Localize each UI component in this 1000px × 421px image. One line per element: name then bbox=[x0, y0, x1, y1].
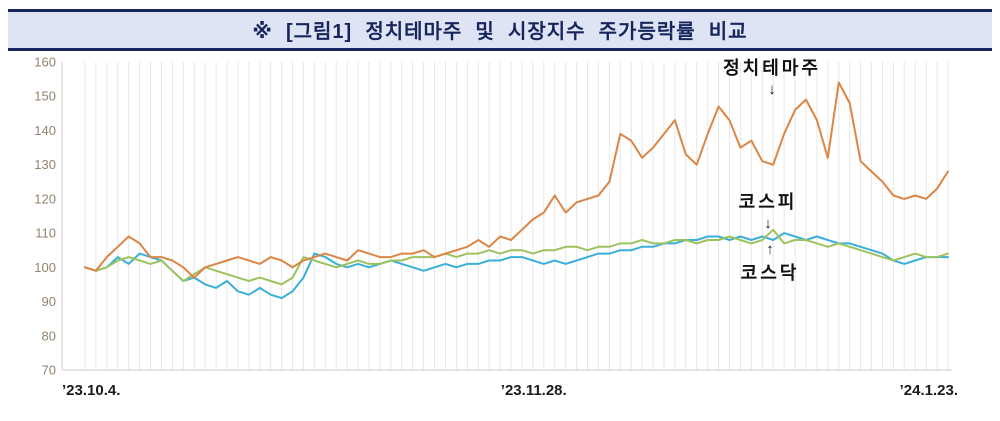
svg-text:80: 80 bbox=[42, 328, 56, 343]
figure-title: ※ [그림1] 정치테마주 및 시장지수 주가등락률 비교 bbox=[252, 21, 748, 43]
annotation-kosdaq-label: 코스닥 bbox=[740, 263, 800, 283]
svg-text:70: 70 bbox=[42, 363, 56, 378]
annotation-kosdaq: ↑ 코스닥 bbox=[741, 240, 800, 285]
svg-text:160: 160 bbox=[34, 55, 56, 70]
svg-text:’23.11.28.: ’23.11.28. bbox=[501, 382, 567, 399]
annotation-political-theme-label: 정치테마주 bbox=[723, 58, 821, 78]
down-arrow-icon: ↓ bbox=[768, 81, 776, 98]
svg-text:150: 150 bbox=[34, 89, 56, 104]
svg-text:110: 110 bbox=[35, 226, 56, 241]
svg-text:140: 140 bbox=[34, 123, 56, 138]
annotation-kospi-label: 코스피 bbox=[738, 192, 798, 212]
down-arrow-icon: ↓ bbox=[764, 215, 772, 232]
annotation-kospi: 코스피 ↓ bbox=[739, 188, 798, 233]
svg-text:100: 100 bbox=[34, 260, 56, 275]
svg-text:’24.1.23.: ’24.1.23. bbox=[900, 382, 958, 399]
annotation-political-theme: 정치테마주 ↓ bbox=[723, 54, 821, 99]
figure-title-bar: ※ [그림1] 정치테마주 및 시장지수 주가등락률 비교 bbox=[8, 9, 992, 51]
line-chart-area: 70 80 90 100 110 120 130 140 150 160 ’23.10.4. ’23.… bbox=[0, 46, 1000, 421]
svg-text:120: 120 bbox=[34, 191, 56, 206]
line-chart: 70 80 90 100 110 120 130 140 150 160 ’23.10.4. ’23.… bbox=[34, 55, 958, 400]
svg-text:90: 90 bbox=[42, 294, 56, 309]
svg-text:’23.10.4.: ’23.10.4. bbox=[62, 382, 120, 399]
up-arrow-icon: ↑ bbox=[766, 241, 774, 258]
svg-text:130: 130 bbox=[34, 157, 56, 172]
